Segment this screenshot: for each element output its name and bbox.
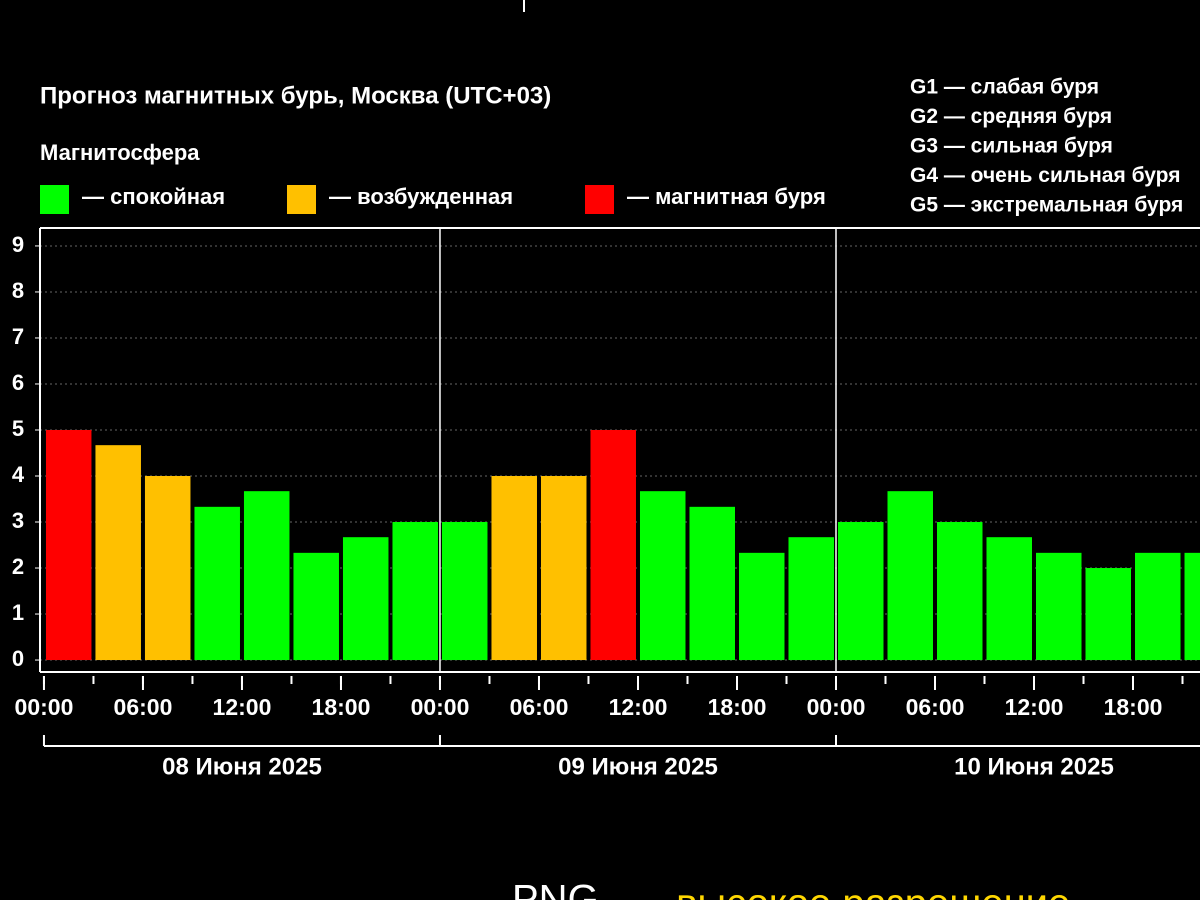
bar: [936, 522, 983, 661]
x-tick-label: 00:00: [411, 694, 470, 720]
x-tick-label: 00:00: [807, 694, 866, 720]
scale-note: G1 — слабая буря: [910, 76, 1099, 99]
x-tick-label: 18:00: [312, 694, 371, 720]
y-tick-label: 1: [12, 600, 24, 625]
x-tick-label: 06:00: [114, 694, 173, 720]
bar: [986, 537, 1033, 661]
bar: [1184, 552, 1200, 661]
legend-title: Магнитосфера: [40, 140, 200, 165]
y-tick-label: 8: [12, 278, 24, 303]
scale-note: G2 — средняя буря: [910, 105, 1112, 128]
x-tick-label: 18:00: [708, 694, 767, 720]
footer-note: — высокое разрешение: [625, 882, 1070, 900]
x-tick-label: 00:00: [15, 694, 74, 720]
day-label: 10 Июня 2025: [954, 753, 1114, 780]
bar: [540, 475, 587, 661]
y-tick-label: 7: [12, 324, 24, 349]
legend-swatch: [287, 185, 316, 214]
y-tick-label: 6: [12, 370, 24, 395]
day-label: 08 Июня 2025: [162, 753, 322, 780]
footer-format: PNG: [512, 878, 599, 900]
x-tick-label: 12:00: [213, 694, 272, 720]
x-tick-label: 06:00: [510, 694, 569, 720]
y-tick-label: 4: [12, 462, 25, 487]
x-tick-label: 12:00: [609, 694, 668, 720]
bar: [887, 491, 933, 661]
y-tick-label: 3: [12, 508, 24, 533]
bar: [45, 429, 92, 661]
bar: [441, 522, 488, 661]
x-tick-label: 12:00: [1005, 694, 1064, 720]
bar: [342, 537, 389, 661]
bar: [1135, 552, 1181, 661]
legend-swatch: [40, 185, 69, 214]
day-label: 09 Июня 2025: [558, 753, 718, 780]
legend-swatch: [585, 185, 614, 214]
bar: [590, 429, 636, 661]
bar: [788, 537, 834, 661]
y-tick-label: 0: [12, 646, 24, 671]
scale-note: G4 — очень сильная буря: [910, 164, 1180, 187]
legend-label: — возбужденная: [329, 184, 513, 209]
scale-note: G5 — экстремальная буря: [910, 194, 1183, 217]
bar: [1085, 568, 1132, 661]
y-tick-label: 5: [12, 416, 24, 441]
bar: [689, 506, 735, 661]
bar: [144, 475, 191, 661]
bar: [293, 552, 339, 661]
x-tick-label: 18:00: [1104, 694, 1163, 720]
bar: [639, 491, 686, 661]
legend-label: — магнитная буря: [627, 184, 826, 209]
legend-label: — спокойная: [82, 184, 225, 209]
bar: [194, 506, 240, 661]
bar: [738, 552, 785, 661]
bar: [243, 491, 290, 661]
bar: [491, 475, 537, 661]
chart-title: Прогноз магнитных бурь, Москва (UTC+03): [40, 82, 551, 109]
bar: [392, 522, 438, 661]
x-tick-label: 06:00: [906, 694, 965, 720]
scale-note: G3 — сильная буря: [910, 135, 1113, 158]
bar: [1036, 552, 1082, 661]
bar: [95, 445, 141, 661]
y-tick-label: 2: [12, 554, 24, 579]
y-tick-label: 9: [12, 232, 24, 257]
bar: [837, 522, 884, 661]
